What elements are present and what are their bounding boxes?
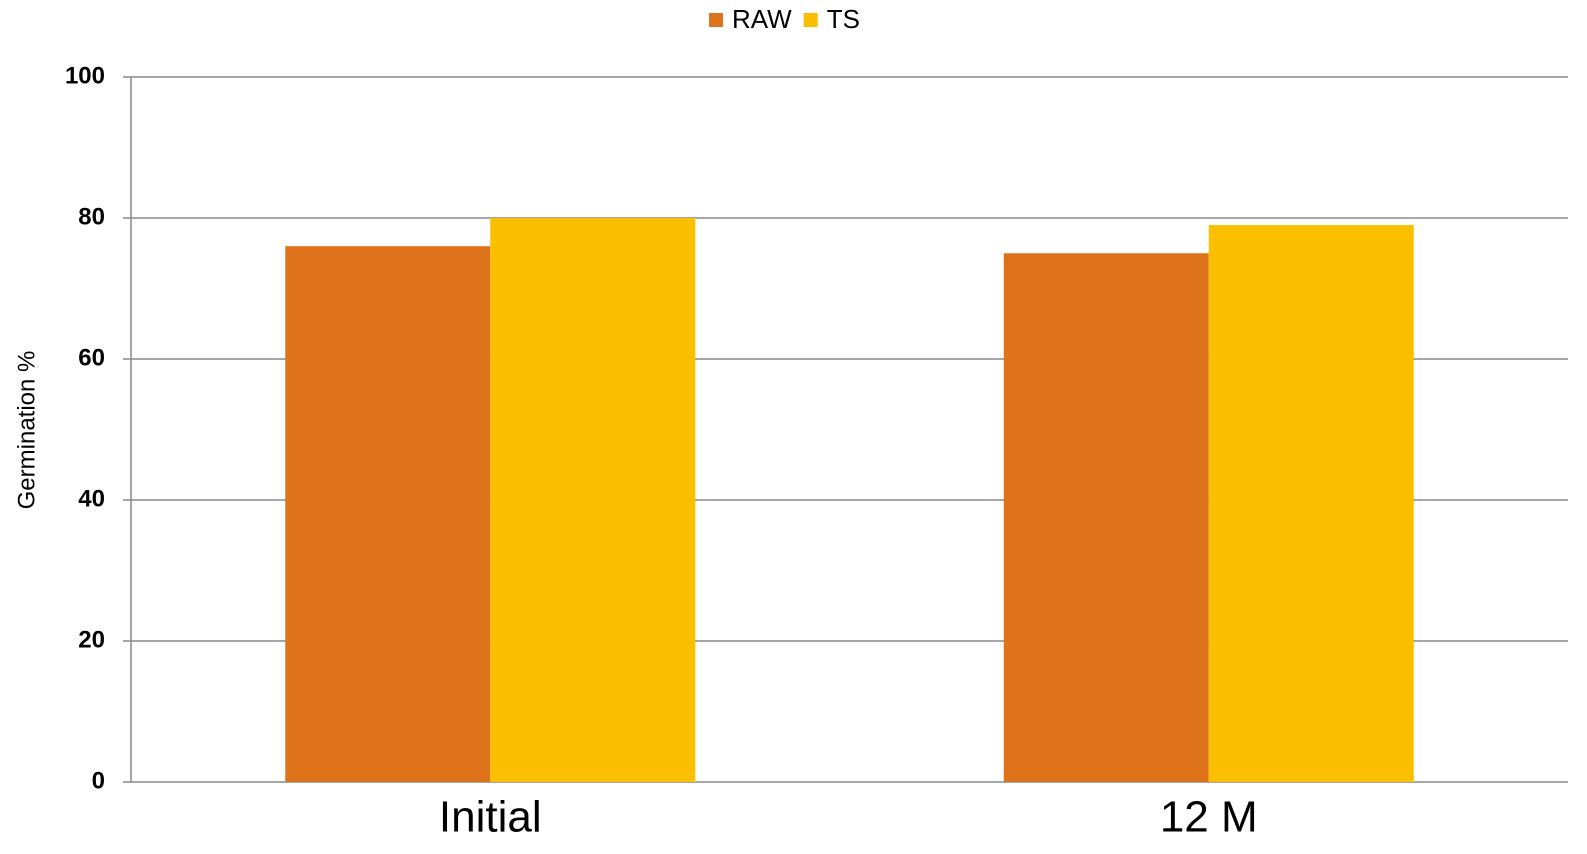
y-axis-label: Germination % [13, 351, 40, 510]
legend-label: TS [827, 4, 860, 34]
y-tick-label: 100 [65, 62, 105, 89]
y-tick-label: 80 [78, 203, 105, 230]
y-tick-label: 60 [78, 344, 105, 371]
x-tick-label: Initial [439, 793, 542, 842]
bar [285, 246, 491, 782]
bar [1208, 225, 1414, 783]
bar [490, 218, 696, 782]
y-tick-label: 20 [78, 626, 105, 653]
legend-swatch [709, 13, 723, 27]
y-tick-label: 0 [92, 767, 105, 794]
y-tick-label: 40 [78, 485, 105, 512]
bar [1003, 253, 1209, 782]
x-tick-label: 12 M [1160, 793, 1258, 842]
legend-label: RAW [732, 4, 792, 34]
legend-swatch [803, 13, 818, 27]
